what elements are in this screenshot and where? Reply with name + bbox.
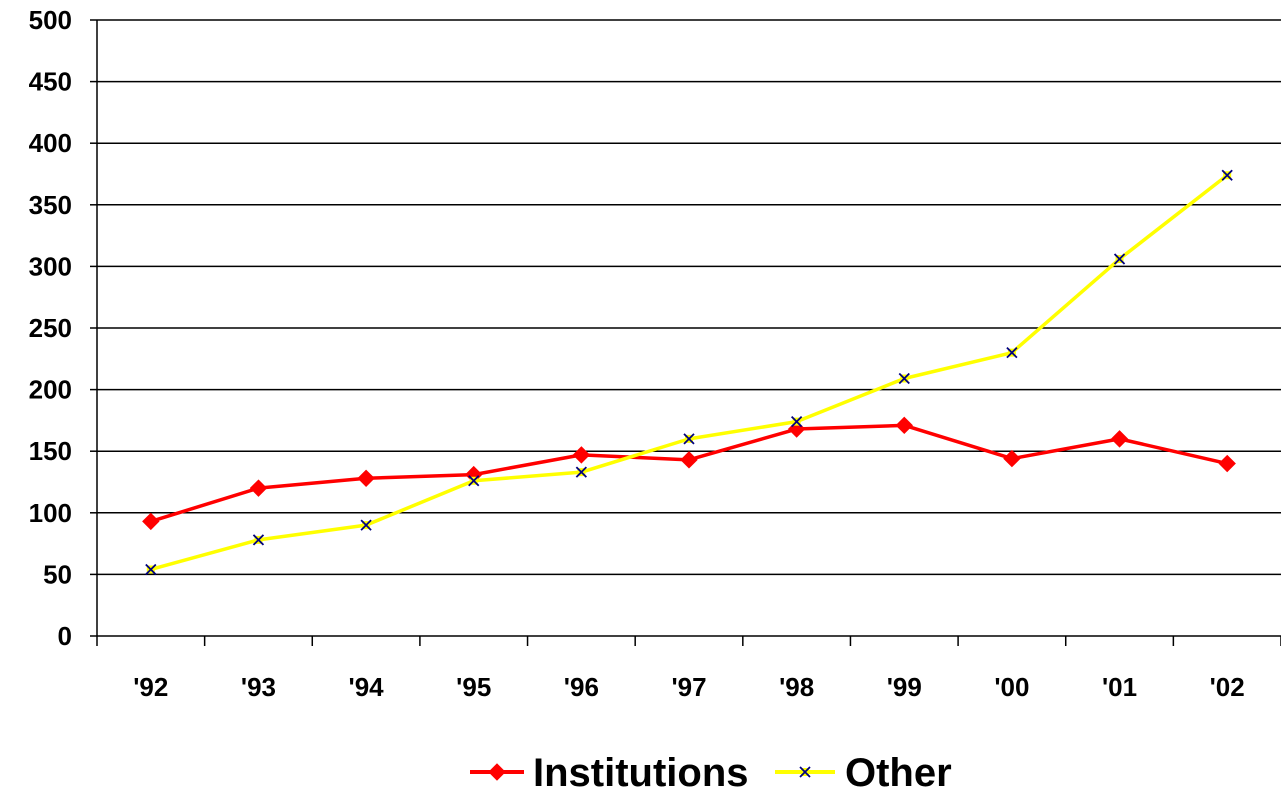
x-tick-label: '94 [349,672,385,702]
data-point [572,446,591,464]
x-marker-stroke [360,519,372,531]
x-marker-stroke [468,475,480,487]
legend-marker-institutions [488,763,506,781]
y-tick-label: 50 [43,559,72,589]
x-marker-stroke [252,534,265,546]
x-marker-stroke [575,466,588,478]
x-marker-stroke [898,372,910,385]
legend-label-other: Other [845,751,952,787]
data-point [1221,169,1233,181]
legend-item-other: Other [775,751,952,787]
x-tick-label: '01 [1102,672,1137,702]
data-point [1003,449,1021,468]
y-tick-label: 400 [29,128,72,158]
x-marker-stroke [1006,347,1018,359]
data-point [790,415,803,428]
x-tick-label: '93 [241,672,276,702]
data-point [1218,454,1236,473]
y-tick-label: 350 [29,190,72,220]
y-axis-ticks: 0 50 100 150 200 250 300 350 400 450 500 [29,5,97,651]
x-tick-label: '92 [133,672,168,702]
data-point [680,451,698,469]
series-institutions [142,416,1236,531]
gridlines [97,19,1281,576]
legend-x-marker [799,766,811,778]
data-point [683,433,695,445]
y-tick-label: 0 [58,621,72,651]
y-tick-label: 500 [29,5,72,35]
x-tick-label: '95 [456,672,491,702]
x-marker-stroke [683,433,695,445]
x-marker-stroke [145,563,157,576]
x-tick-label: '02 [1210,672,1245,702]
data-point [468,475,480,487]
x-marker-stroke [799,766,811,778]
y-tick-label: 250 [29,313,72,343]
y-tick-label: 200 [29,375,72,405]
legend-label-institutions: Institutions [533,751,749,787]
x-axis-ticks: '92 '93 '94 '95 '96 '97 '98 '99 '00 '01 '02 [96,636,1281,702]
data-point [898,372,910,385]
data-point [357,469,375,488]
x-tick-label: '00 [994,672,1029,702]
legend-marker-other [799,766,811,778]
data-point [252,534,265,546]
legend-diamond [488,763,506,781]
x-marker-stroke [1113,253,1126,265]
legend: Institutions Other [470,751,952,787]
y-tick-label: 150 [29,436,72,466]
series-layer [142,169,1236,576]
data-point [360,519,372,531]
data-point [145,563,157,576]
x-tick-label: '97 [671,672,706,702]
x-tick-label: '98 [779,672,814,702]
legend-item-institutions: Institutions [470,751,749,787]
y-tick-label: 300 [29,251,72,281]
x-marker-stroke [1221,169,1233,181]
y-tick-label: 100 [29,498,72,528]
data-point [249,479,268,497]
data-point [575,466,588,478]
data-point [1110,430,1129,448]
series-other [145,169,1233,576]
data-point [1113,253,1126,265]
x-tick-label: '96 [564,672,599,702]
data-point [1006,347,1018,359]
x-tick-label: '99 [887,672,922,702]
data-point [142,512,160,531]
series-line-other [150,173,1229,572]
y-tick-label: 450 [29,67,72,97]
x-marker-stroke [790,415,803,428]
data-point [895,416,913,435]
